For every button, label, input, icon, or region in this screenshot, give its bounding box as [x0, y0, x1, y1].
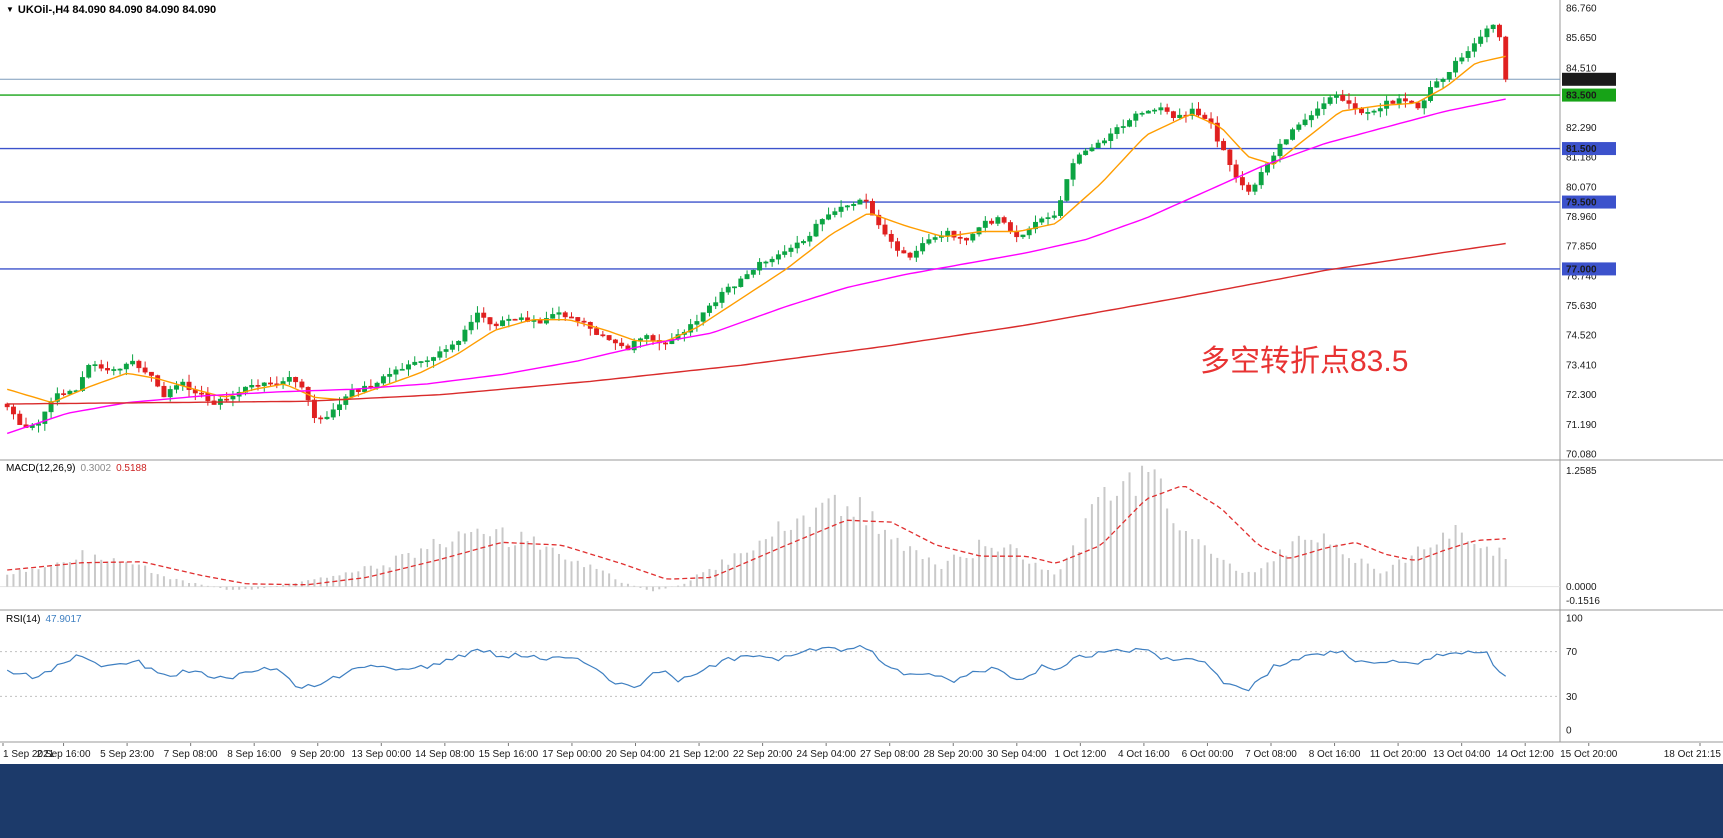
- support-line-79-500-tag: [1562, 195, 1616, 209]
- svg-text:77.850: 77.850: [1566, 242, 1597, 253]
- svg-text:2 Sep 16:00: 2 Sep 16:00: [37, 749, 91, 760]
- macd-signal-line: [7, 485, 1506, 586]
- svg-text:86.760: 86.760: [1566, 3, 1597, 14]
- rsi-label: RSI(14): [6, 614, 41, 625]
- chart-canvas[interactable]: 86.76085.65084.51083.39082.29081.18080.0…: [0, 0, 1723, 764]
- rsi-levels: [0, 651, 1560, 697]
- svg-text:14 Oct 12:00: 14 Oct 12:00: [1497, 749, 1555, 760]
- symbol-title: UKOil-,H4: [17, 4, 70, 16]
- support-line-81-500-tag: [1562, 142, 1616, 156]
- svg-text:70.080: 70.080: [1566, 449, 1597, 460]
- current-price-line-tag: [1562, 72, 1616, 86]
- candles: [4, 23, 1509, 433]
- symbol-ohlc-values: 84.090 84.090 84.090 84.090: [72, 4, 217, 16]
- support-line-77-000-tag: [1562, 262, 1616, 276]
- macd-histogram: [6, 465, 1507, 592]
- macd-main-value: 0.3002: [80, 463, 112, 474]
- price-axis: 86.76085.65084.51083.39082.29081.18080.0…: [1566, 3, 1597, 460]
- svg-text:84.510: 84.510: [1566, 64, 1597, 75]
- svg-text:11 Oct 20:00: 11 Oct 20:00: [1370, 749, 1427, 760]
- svg-text:84.090: 84.090: [1566, 75, 1597, 86]
- svg-text:85.650: 85.650: [1566, 33, 1597, 44]
- svg-text:15 Sep 16:00: 15 Sep 16:00: [479, 749, 539, 760]
- ma-mid-line: [6, 98, 1506, 435]
- svg-text:81.500: 81.500: [1566, 144, 1597, 155]
- svg-text:13 Sep 00:00: 13 Sep 00:00: [352, 749, 412, 760]
- price-tags: 84.090 83.500 81.500 79.500 77.000: [1562, 72, 1616, 276]
- rsi-header: RSI(14) 47.9017: [6, 614, 82, 625]
- svg-text:8 Sep 16:00: 8 Sep 16:00: [227, 749, 281, 760]
- svg-text:30 Sep 04:00: 30 Sep 04:00: [987, 749, 1047, 760]
- macd-signal-value: 0.5188: [116, 463, 147, 474]
- svg-text:82.290: 82.290: [1566, 123, 1597, 134]
- pivot-annotation-text[interactable]: 多空转折点83.5: [1200, 345, 1409, 378]
- svg-text:79.500: 79.500: [1566, 198, 1597, 209]
- svg-text:28 Sep 20:00: 28 Sep 20:00: [924, 749, 984, 760]
- svg-text:73.410: 73.410: [1566, 360, 1597, 371]
- svg-text:75.630: 75.630: [1566, 301, 1597, 312]
- macd-label: MACD(12,26,9): [6, 463, 76, 474]
- svg-text:9 Sep 20:00: 9 Sep 20:00: [291, 749, 345, 760]
- ma-slow-line: [7, 242, 1506, 405]
- svg-text:76.740: 76.740: [1566, 271, 1597, 282]
- svg-text:71.190: 71.190: [1566, 420, 1597, 431]
- rsi-value: 47.9017: [45, 614, 82, 625]
- svg-text:24 Sep 04:00: 24 Sep 04:00: [796, 749, 856, 760]
- rsi-axis: 100 70 30 0: [1566, 614, 1583, 737]
- svg-text:1 Oct 12:00: 1 Oct 12:00: [1054, 749, 1106, 760]
- svg-text:0: 0: [1566, 726, 1572, 737]
- rsi-line: [6, 644, 1507, 692]
- svg-text:22 Sep 20:00: 22 Sep 20:00: [733, 749, 793, 760]
- svg-text:81.180: 81.180: [1566, 153, 1597, 164]
- svg-text:6 Oct 00:00: 6 Oct 00:00: [1182, 749, 1234, 760]
- svg-text:80.070: 80.070: [1566, 182, 1597, 193]
- svg-text:83.500: 83.500: [1566, 91, 1597, 102]
- svg-text:20 Sep 04:00: 20 Sep 04:00: [606, 749, 666, 760]
- pivot-line-83-500-tag: [1562, 88, 1616, 102]
- svg-text:1 Sep 2021: 1 Sep 2021: [3, 749, 55, 760]
- svg-text:1.2585: 1.2585: [1566, 466, 1597, 477]
- horizontal-lines: [0, 78, 1560, 270]
- macd-header: MACD(12,26,9) 0.3002 0.5188: [6, 463, 147, 474]
- svg-text:-0.1516: -0.1516: [1566, 596, 1600, 607]
- svg-text:0.0000: 0.0000: [1566, 582, 1597, 593]
- svg-text:78.960: 78.960: [1566, 212, 1597, 223]
- svg-text:15 Oct 20:00: 15 Oct 20:00: [1560, 749, 1618, 760]
- macd-axis: 1.2585 0.0000 -0.1516: [1566, 466, 1600, 607]
- svg-text:14 Sep 08:00: 14 Sep 08:00: [415, 749, 475, 760]
- svg-text:18 Oct 21:15: 18 Oct 21:15: [1664, 749, 1722, 760]
- svg-text:7 Oct 08:00: 7 Oct 08:00: [1245, 749, 1297, 760]
- svg-text:27 Sep 08:00: 27 Sep 08:00: [860, 749, 920, 760]
- svg-text:77.000: 77.000: [1566, 264, 1597, 275]
- svg-text:72.300: 72.300: [1566, 390, 1597, 401]
- svg-text:13 Oct 04:00: 13 Oct 04:00: [1433, 749, 1491, 760]
- svg-text:17 Sep 00:00: 17 Sep 00:00: [542, 749, 602, 760]
- svg-text:30: 30: [1566, 692, 1578, 703]
- svg-text:5 Sep 23:00: 5 Sep 23:00: [100, 749, 154, 760]
- svg-text:7 Sep 08:00: 7 Sep 08:00: [164, 749, 218, 760]
- symbol-dropdown-icon[interactable]: ▼: [6, 5, 14, 14]
- ma-fast-line: [7, 55, 1506, 404]
- bottom-bar: [0, 764, 1723, 838]
- svg-text:4 Oct 16:00: 4 Oct 16:00: [1118, 749, 1170, 760]
- symbol-header: ▼ UKOil-,H4 84.090 84.090 84.090 84.090: [6, 4, 216, 16]
- svg-text:100: 100: [1566, 614, 1583, 625]
- svg-text:8 Oct 16:00: 8 Oct 16:00: [1309, 749, 1361, 760]
- svg-text:21 Sep 12:00: 21 Sep 12:00: [669, 749, 729, 760]
- svg-text:70: 70: [1566, 647, 1578, 658]
- svg-text:74.520: 74.520: [1566, 331, 1597, 342]
